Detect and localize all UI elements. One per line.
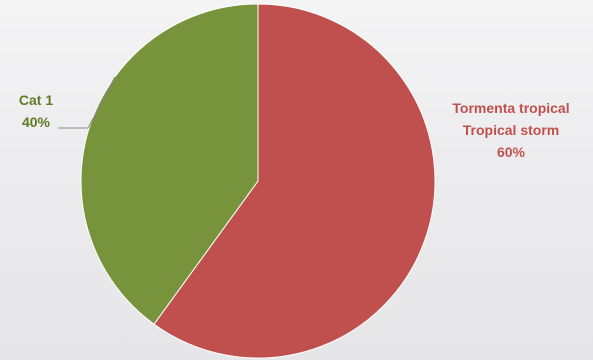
- slice-label-tropical-storm-line1: Tormenta tropical: [452, 100, 569, 116]
- pie-slice-0: [153, 3, 436, 359]
- pie-slices: [80, 3, 436, 359]
- slice-label-cat1: Cat 1: [19, 92, 53, 108]
- leader-lines: [58, 76, 116, 129]
- pie-slice-1: [80, 3, 259, 325]
- leader-line-cat1: [58, 76, 116, 129]
- slice-value-tropical-storm: 60%: [497, 144, 526, 160]
- slice-value-cat1: 40%: [22, 114, 51, 130]
- slice-label-tropical-storm-line2: Tropical storm: [463, 122, 559, 138]
